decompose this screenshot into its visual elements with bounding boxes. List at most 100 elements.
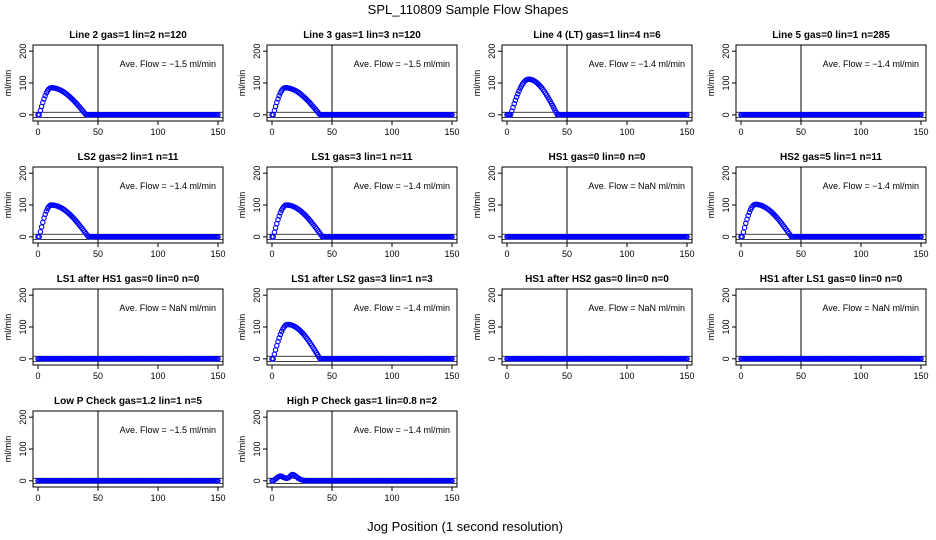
data-point: [37, 229, 44, 235]
y-tick-label: 0: [721, 356, 731, 361]
flow-annotation: Ave. Flow = −1.5 ml/min: [120, 59, 216, 69]
x-tick-label: 100: [384, 127, 399, 137]
y-axis-label: ml/min: [237, 436, 247, 463]
plot-frame: [501, 166, 693, 244]
x-tick-label: 0: [269, 249, 274, 259]
data-point: [515, 91, 521, 97]
y-tick-label: 0: [18, 356, 28, 361]
panel-title: Line 3 gas=1 lin=3 n=120: [303, 30, 421, 41]
panel-3: Line 4 (LT) gas=1 lin=4 n=6 0 100 200 ml/min…: [472, 30, 695, 137]
y-tick-label: 200: [252, 44, 262, 59]
data-point: [276, 213, 282, 219]
y-tick-label: 200: [487, 44, 497, 59]
x-tick-label: 50: [562, 371, 572, 381]
data-point: [918, 234, 924, 240]
panel-8: HS2 gas=5 lin=1 n=11 0 100 200 ml/min 0 50 100 1…: [706, 152, 929, 259]
figure-title: SPL_110809 Sample Flow Shapes: [368, 2, 569, 17]
x-tick-label: 100: [150, 127, 165, 137]
data-point: [277, 210, 284, 216]
data-point: [741, 224, 748, 231]
flow-annotation: Ave. Flow = −1.4 ml/min: [354, 181, 450, 191]
y-tick-label: 100: [721, 319, 731, 334]
data-point: [42, 92, 48, 99]
data-point: [215, 112, 221, 118]
panel-title: LS1 after LS2 gas=3 lin=1 n=3: [291, 274, 433, 285]
y-tick-label: 0: [721, 234, 731, 239]
x-axis-label: Jog Position (1 second resolution): [367, 519, 563, 534]
y-tick-label: 100: [18, 319, 28, 334]
x-tick-label: 100: [150, 371, 165, 381]
x-tick-label: 150: [679, 371, 694, 381]
x-tick-label: 100: [619, 249, 634, 259]
flow-annotation: Ave. Flow = NaN ml/min: [588, 181, 685, 191]
x-tick-label: 150: [444, 371, 459, 381]
panel-title: HS1 gas=0 lin=0 n=0: [549, 152, 646, 163]
y-tick-label: 0: [18, 234, 28, 239]
plot-frame: [735, 288, 927, 366]
panel-9: LS1 after HS1 gas=0 lin=0 n=0 0 100 200 ml/m…: [3, 274, 226, 381]
flow-annotation: Ave. Flow = −1.4 ml/min: [354, 425, 450, 435]
x-tick-label: 150: [679, 127, 694, 137]
y-tick-label: 200: [252, 410, 262, 425]
plot-frame: [266, 44, 458, 122]
x-tick-label: 0: [504, 127, 509, 137]
data-point: [746, 209, 753, 216]
x-tick-label: 150: [913, 371, 928, 381]
flow-annotation: Ave. Flow = −1.5 ml/min: [354, 59, 450, 69]
x-tick-label: 0: [738, 127, 743, 137]
data-point: [215, 234, 221, 240]
x-tick-label: 100: [150, 249, 165, 259]
plot-frame: [32, 44, 224, 122]
data-point: [215, 356, 221, 362]
x-tick-label: 0: [35, 249, 40, 259]
x-tick-label: 50: [562, 127, 572, 137]
x-tick-label: 100: [619, 371, 634, 381]
y-tick-label: 200: [721, 44, 731, 59]
data-point: [40, 219, 46, 226]
y-axis-label: ml/min: [3, 314, 13, 341]
y-axis-label: ml/min: [237, 192, 247, 219]
flow-annotation: Ave. Flow = −1.4 ml/min: [589, 59, 685, 69]
y-tick-label: 100: [18, 75, 28, 90]
panel-1: Line 2 gas=1 lin=2 n=120 0 100 200 ml/min 0 50…: [3, 30, 226, 137]
panel-title: High P Check gas=1 lin=0.8 n=2: [287, 396, 438, 407]
panel-2: Line 3 gas=1 lin=3 n=120 0 100 200 ml/min 0 50…: [237, 30, 460, 137]
x-tick-label: 0: [35, 371, 40, 381]
y-tick-label: 100: [252, 75, 262, 90]
x-tick-label: 0: [738, 249, 743, 259]
data-point: [41, 96, 47, 102]
data-point: [684, 356, 690, 362]
plot-frame: [32, 410, 224, 488]
plot-frame: [501, 288, 693, 366]
panel-title: HS1 after HS2 gas=0 lin=0 n=0: [525, 274, 669, 285]
y-tick-label: 200: [487, 288, 497, 303]
x-tick-label: 100: [619, 127, 634, 137]
y-tick-label: 100: [252, 197, 262, 212]
x-tick-label: 100: [384, 493, 399, 503]
y-axis-label: ml/min: [3, 192, 13, 219]
y-axis-label: ml/min: [472, 314, 482, 341]
y-tick-label: 100: [721, 75, 731, 90]
y-axis-label: ml/min: [237, 314, 247, 341]
data-point: [513, 94, 520, 100]
y-tick-label: 200: [18, 288, 28, 303]
data-point: [740, 229, 747, 235]
y-axis-label: ml/min: [472, 192, 482, 219]
x-tick-label: 150: [913, 127, 928, 137]
panel-4: Line 5 gas=0 lin=1 n=285 0 100 200 ml/min 0 50…: [706, 30, 929, 137]
plot-frame: [32, 288, 224, 366]
flow-annotation: Ave. Flow = NaN ml/min: [588, 303, 685, 313]
flow-annotation: Ave. Flow = −1.4 ml/min: [354, 303, 450, 313]
panel-title: HS2 gas=5 lin=1 n=11: [780, 152, 882, 163]
data-point: [918, 356, 924, 362]
y-axis-label: ml/min: [706, 192, 716, 219]
y-tick-label: 200: [721, 288, 731, 303]
panels: Line 2 gas=1 lin=2 n=120 0 100 200 ml/min 0 50…: [3, 30, 929, 503]
y-axis-label: ml/min: [706, 70, 716, 97]
data-point: [275, 96, 281, 102]
plot-frame: [735, 44, 927, 122]
panel-14: High P Check gas=1 lin=0.8 n=2 0 100 200 ml/…: [237, 396, 460, 503]
y-tick-label: 100: [721, 197, 731, 212]
y-axis-label: ml/min: [3, 436, 13, 463]
x-tick-label: 0: [269, 371, 274, 381]
